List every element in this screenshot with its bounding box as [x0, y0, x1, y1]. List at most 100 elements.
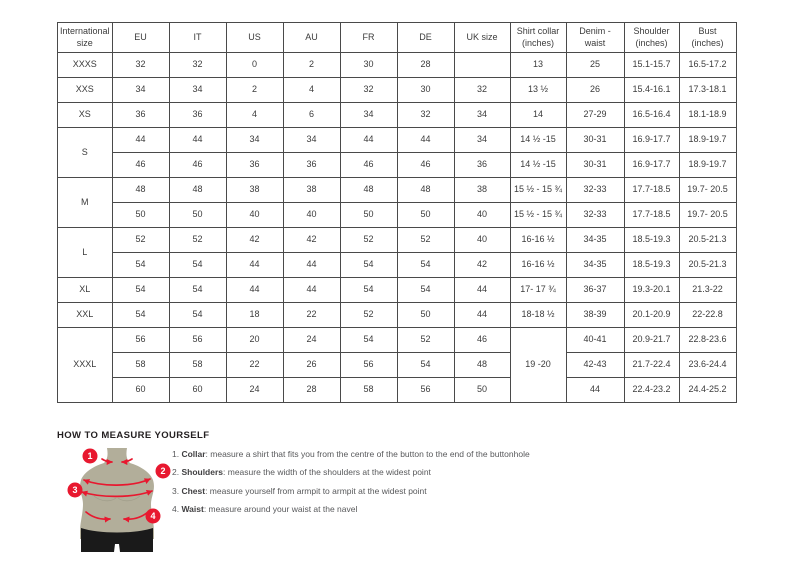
table-cell: 20: [225, 327, 284, 353]
table-row: 54 54 44 44 54 54 42 16-16 ½ 34-35 18.5-19.3 20.5-…: [58, 252, 737, 278]
table-cell: 36-37: [565, 277, 625, 303]
column-header-au: AU: [282, 22, 341, 53]
badge-2-circle: [155, 463, 171, 479]
table-cell: 54: [396, 252, 455, 278]
table-cell: 16-16 ½: [509, 252, 567, 278]
table-cell: 44: [225, 277, 284, 303]
table-cell: 32: [168, 52, 227, 78]
measure-instructions: 1. Collar: measure a shirt that fits you…: [172, 449, 562, 523]
chest-contour-right: [117, 495, 141, 502]
table-cell: 48: [168, 177, 227, 203]
badge-2-number: 2: [160, 466, 165, 476]
table-cell: 38: [453, 177, 511, 203]
table-cell: 44: [396, 127, 455, 153]
table-cell: 56: [396, 377, 455, 403]
column-header-it: IT: [168, 22, 227, 53]
table-cell: 54: [111, 302, 170, 328]
table-cell: 40: [282, 202, 341, 228]
table-cell: 26: [282, 352, 341, 378]
table-cell: 42: [453, 252, 511, 278]
table-cell: 18.9-19.7: [678, 152, 737, 178]
table-cell: 15.4-16.1: [623, 77, 680, 103]
table-cell: 42: [282, 227, 341, 253]
measure-instruction-item: 2. Shoulders: measure the width of the s…: [172, 467, 562, 478]
table-cell: 38: [225, 177, 284, 203]
table-cell: 22-22.8: [678, 302, 737, 328]
table-cell: 16.5-16.4: [623, 102, 680, 128]
table-cell: 46: [111, 152, 170, 178]
table-cell: 32-33: [565, 202, 625, 228]
table-cell: 56: [339, 352, 398, 378]
column-header-denim-waist: Denim - waist: [565, 22, 625, 53]
column-header-eu: EU: [111, 22, 170, 53]
table-cell: 32: [396, 102, 455, 128]
instruction-text: : measure the width of the shoulders at …: [223, 467, 431, 478]
table-cell: 4: [225, 102, 284, 128]
table-cell: 46: [339, 152, 398, 178]
table-cell: 54: [339, 327, 398, 353]
size-label-cell: M: [57, 177, 113, 228]
table-cell: 2: [282, 52, 341, 78]
column-header-fr: FR: [339, 22, 398, 53]
table-cell: 42: [225, 227, 284, 253]
table-row: M 48 48 38 38 48 48 38 15 ½ - 15 ¾ 32-33 17.7-18.5…: [57, 177, 737, 228]
table-cell: 30: [396, 77, 455, 103]
table-cell: 22.4-23.2: [623, 377, 680, 403]
table-row: XXL 54 54 18 22 52 50 44 18-18 ½ 38-39 20.1-20.9 22…: [57, 302, 737, 328]
shorts-shape: [81, 528, 153, 552]
waist-measure-arrow-left: [85, 511, 111, 523]
table-cell: 18.5-19.3: [623, 252, 680, 278]
table-cell: 17.7-18.5: [623, 202, 680, 228]
table-cell: 17- 17 ¾: [509, 277, 567, 303]
table-cell: 34: [282, 127, 341, 153]
table-cell: 48: [339, 177, 398, 203]
table-row: XXXL 56 56 20 24 54 52 46 19 -20 40-41 20.9-21.7 22…: [57, 327, 737, 403]
table-cell: 18.5-19.3: [623, 227, 680, 253]
column-header-uk-size: UK size: [453, 22, 511, 53]
table-cell: 54: [339, 252, 398, 278]
table-cell: 44: [282, 252, 341, 278]
column-header-us: US: [225, 22, 284, 53]
table-cell: 54: [396, 277, 455, 303]
table-cell: 44: [339, 127, 398, 153]
table-cell: 56: [168, 327, 227, 353]
instruction-number: 2.: [172, 467, 182, 478]
instruction-label: Waist: [181, 503, 204, 514]
table-cell: 34-35: [565, 252, 625, 278]
instruction-label: Chest: [181, 485, 206, 496]
table-cell: 60: [168, 377, 227, 403]
table-cell: 50: [339, 202, 398, 228]
table-cell: 20.5-21.3: [678, 227, 737, 253]
table-cell: 44: [565, 377, 625, 403]
table-cell: 14 ½ -15: [509, 127, 567, 153]
measurement-figure: 1 2 3 4: [66, 446, 173, 563]
table-cell: 19.7- 20.5: [678, 177, 737, 203]
table-cell: 24: [282, 327, 341, 353]
table-row: XL 54 54 44 44 54 54 44 17- 17 ¾ 36-37 19.3-20.1 21…: [57, 277, 737, 303]
table-cell: 19.3-20.1: [623, 277, 680, 303]
table-cell: 58: [168, 352, 227, 378]
table-cell: 52: [111, 227, 170, 253]
table-cell: 16-16 ½: [509, 227, 567, 253]
instruction-number: 1.: [172, 449, 182, 459]
table-cell: 54: [111, 277, 170, 303]
table-cell: 46: [168, 152, 227, 178]
table-cell: 54: [339, 277, 398, 303]
table-cell: 18.9-19.7: [678, 127, 737, 153]
size-label-cell: XS: [57, 102, 113, 128]
table-cell: 34: [225, 127, 284, 153]
table-cell: 50: [168, 202, 227, 228]
table-cell: 54: [168, 252, 227, 278]
table-cell: 14: [509, 102, 567, 128]
instruction-label: Shoulders: [181, 467, 224, 478]
chest-measure-arrow: [81, 489, 153, 498]
table-row: 50 50 40 40 50 50 40 15 ½ - 15 ¾ 32-33 17.7-18.5 1…: [58, 202, 737, 228]
size-label-cell: S: [57, 127, 113, 178]
column-header-bust: Bust (inches): [678, 22, 737, 53]
size-chart-header-row: International size EU IT US AU FR DE UK …: [57, 22, 737, 53]
instruction-text: : measure a shirt that fits you from the…: [205, 449, 530, 459]
table-cell: 34: [453, 127, 511, 153]
table-cell: 52: [339, 302, 398, 328]
size-label-cell: XXS: [57, 77, 113, 103]
table-cell: 15 ½ - 15 ¾: [509, 202, 567, 228]
